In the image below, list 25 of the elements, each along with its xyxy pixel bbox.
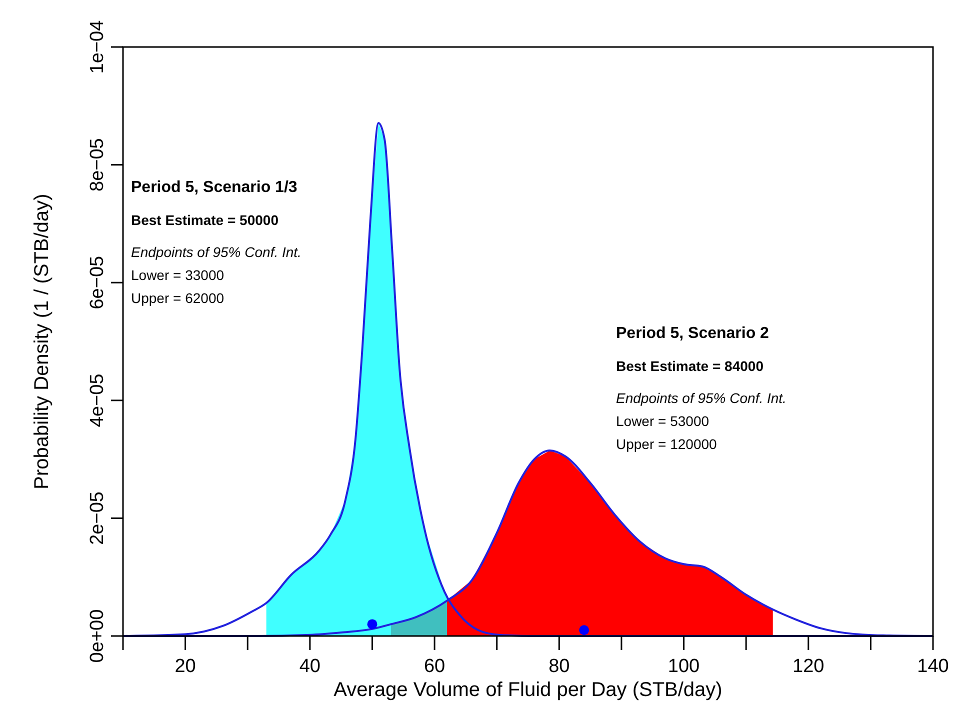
annotation: Period 5, Scenario 2: [616, 325, 770, 342]
annotation: Upper = 62000: [131, 290, 224, 306]
y-tick-label: 6e−05: [87, 256, 108, 310]
x-tick-label: 60: [424, 656, 446, 677]
annotation: Best Estimate = 50000: [131, 212, 279, 228]
x-tick-label: 100: [668, 656, 700, 677]
annotation: Period 5, Scenario 1/3: [131, 179, 298, 196]
x-tick-label: 80: [548, 656, 570, 677]
x-tick-label: 20: [174, 656, 196, 677]
y-tick-label: 4e−05: [87, 374, 108, 428]
x-tick-label: 40: [299, 656, 320, 677]
x-tick-label: 120: [792, 656, 824, 677]
y-tick-label: 1e−04: [87, 20, 108, 74]
annotation: Lower = 33000: [131, 267, 224, 283]
annotation: Best Estimate = 84000: [616, 358, 764, 374]
y-tick-label: 2e−05: [87, 492, 108, 545]
annotation: Upper = 120000: [616, 436, 718, 452]
annotation: Lower = 53000: [616, 413, 710, 429]
annotation: Endpoints of 95% Conf. Int.: [131, 244, 302, 260]
x-axis-title: Average Volume of Fluid per Day (STB/day): [334, 679, 722, 701]
y-tick-label: 8e−05: [87, 138, 108, 192]
annotation: Endpoints of 95% Conf. Int.: [616, 390, 786, 406]
y-tick-label: 0e+00: [87, 609, 108, 663]
y-axis-title: Probability Density (1 / (STB/day): [31, 194, 53, 490]
x-tick-label: 140: [917, 656, 949, 677]
